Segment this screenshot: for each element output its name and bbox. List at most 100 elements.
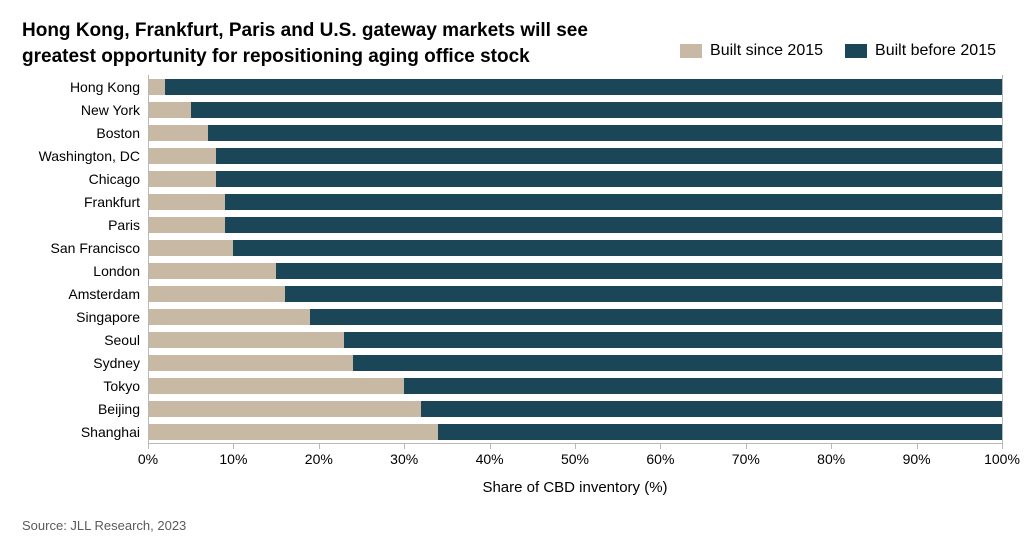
legend-item-built-before-2015: Built before 2015 [845,42,996,60]
x-axis-tick-label: 60% [646,451,674,467]
y-axis-label: Beijing [22,397,148,420]
bar-segment-built-since-2015 [148,148,216,164]
x-axis-tick-label: 50% [561,451,589,467]
bar-track [148,332,1002,348]
bar-segment-built-before-2015 [216,171,1002,187]
bar-row [148,420,1002,443]
bar-segment-built-since-2015 [148,79,165,95]
bar-segment-built-since-2015 [148,355,353,371]
y-axis-label: Singapore [22,305,148,328]
bar-track [148,401,1002,417]
legend-swatch-built-since-2015 [680,44,702,58]
bar-row [148,259,1002,282]
bar-row [148,213,1002,236]
bar-segment-built-since-2015 [148,171,216,187]
bar-row [148,282,1002,305]
bar-track [148,102,1002,118]
bar-segment-built-before-2015 [216,148,1002,164]
x-axis-title: Share of CBD inventory (%) [148,479,1002,496]
x-axis-tick-label: 100% [984,451,1020,467]
bar-segment-built-since-2015 [148,286,285,302]
bar-segment-built-since-2015 [148,125,208,141]
bar-row [148,144,1002,167]
bar-track [148,194,1002,210]
bar-segment-built-since-2015 [148,263,276,279]
bar-segment-built-before-2015 [208,125,1002,141]
chart-area: Hong KongNew YorkBostonWashington, DCChi… [22,75,1002,503]
bar-segment-built-since-2015 [148,332,344,348]
y-axis-label: Paris [22,213,148,236]
bar-segment-built-before-2015 [225,217,1002,233]
bar-track [148,125,1002,141]
bar-row [148,121,1002,144]
bar-track [148,148,1002,164]
y-axis-label: Seoul [22,328,148,351]
bar-segment-built-before-2015 [421,401,1002,417]
legend-label-built-before-2015: Built before 2015 [875,42,996,60]
y-axis-label: San Francisco [22,236,148,259]
legend: Built since 2015 Built before 2015 [680,18,1002,60]
source-text: Source: JLL Research, 2023 [22,518,186,533]
bar-segment-built-since-2015 [148,401,421,417]
bar-track [148,263,1002,279]
bar-segment-built-before-2015 [191,102,1002,118]
bar-segment-built-since-2015 [148,240,233,256]
legend-label-built-since-2015: Built since 2015 [710,42,823,60]
x-tick [1002,443,1003,449]
bar-track [148,171,1002,187]
bar-segment-built-before-2015 [438,424,1002,440]
bar-track [148,424,1002,440]
bar-row [148,397,1002,420]
y-axis-label: Shanghai [22,420,148,443]
y-axis-label: Amsterdam [22,282,148,305]
bar-segment-built-before-2015 [344,332,1002,348]
bar-segment-built-since-2015 [148,378,404,394]
chart-title: Hong Kong, Frankfurt, Paris and U.S. gat… [22,18,622,69]
bar-segment-built-before-2015 [233,240,1002,256]
y-axis-label: Frankfurt [22,190,148,213]
y-axis-label: London [22,259,148,282]
bar-segment-built-since-2015 [148,309,310,325]
bar-track [148,79,1002,95]
x-axis-tick-label: 0% [138,451,158,467]
y-axis-label: Boston [22,121,148,144]
y-axis-labels: Hong KongNew YorkBostonWashington, DCChi… [22,75,148,503]
x-axis-tick-label: 10% [219,451,247,467]
y-axis-label: New York [22,98,148,121]
x-axis-labels: 0%10%20%30%40%50%60%70%80%90%100% [148,449,1002,471]
bar-track [148,378,1002,394]
legend-swatch-built-before-2015 [845,44,867,58]
bar-row [148,98,1002,121]
bar-row [148,351,1002,374]
bar-segment-built-since-2015 [148,424,438,440]
bar-track [148,286,1002,302]
bar-segment-built-before-2015 [404,378,1002,394]
bar-row [148,305,1002,328]
bar-row [148,236,1002,259]
x-axis-tick-label: 80% [817,451,845,467]
y-axis-label: Hong Kong [22,75,148,98]
x-axis-tick-label: 40% [476,451,504,467]
bar-segment-built-before-2015 [225,194,1002,210]
y-axis-label: Tokyo [22,374,148,397]
bar-segment-built-before-2015 [285,286,1002,302]
bars-layer [148,75,1002,443]
x-axis-tick-label: 90% [903,451,931,467]
bar-row [148,167,1002,190]
bar-segment-built-before-2015 [165,79,1002,95]
bar-segment-built-before-2015 [353,355,1002,371]
x-axis-tick-label: 30% [390,451,418,467]
bar-track [148,355,1002,371]
header-row: Hong Kong, Frankfurt, Paris and U.S. gat… [22,18,1002,69]
bar-row [148,374,1002,397]
x-axis-tick-label: 70% [732,451,760,467]
bar-segment-built-since-2015 [148,217,225,233]
bar-row [148,328,1002,351]
x-axis-tick-label: 20% [305,451,333,467]
bar-track [148,217,1002,233]
y-axis-label: Chicago [22,167,148,190]
legend-item-built-since-2015: Built since 2015 [680,42,823,60]
plot-area: 0%10%20%30%40%50%60%70%80%90%100% Share … [148,75,1002,503]
grid-line [1002,75,1003,443]
bar-segment-built-since-2015 [148,194,225,210]
